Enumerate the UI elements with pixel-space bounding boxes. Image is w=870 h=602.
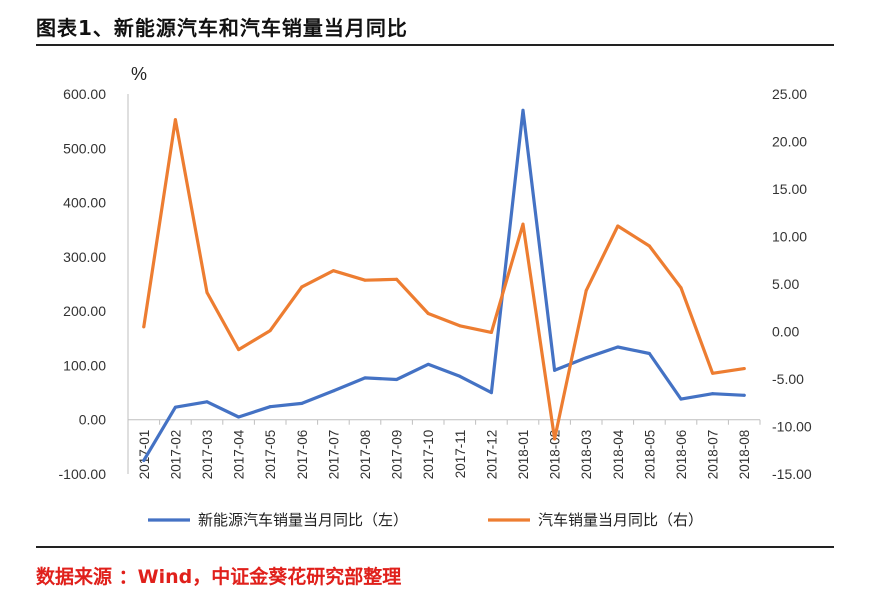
x-tick-label: 2017-12: [484, 430, 499, 480]
series-line-auto: [142, 118, 746, 441]
series-point: [521, 222, 525, 226]
left-tick-label: 100.00: [63, 357, 106, 373]
series-point: [142, 458, 146, 462]
series-layer: [142, 108, 746, 462]
x-tick-label: 2018-06: [674, 430, 689, 480]
series-point: [711, 371, 715, 375]
x-tick-label: 2017-07: [326, 430, 341, 480]
right-tick-label: -10.00: [772, 419, 812, 435]
series-point: [395, 378, 399, 382]
series-point: [616, 224, 620, 228]
source-divider: [36, 546, 834, 548]
series-point: [584, 289, 588, 293]
x-tick-label: 2018-07: [706, 430, 721, 480]
series-point: [363, 376, 367, 380]
x-tick-label: 2017-10: [421, 430, 436, 480]
left-tick-label: 0.00: [79, 412, 106, 428]
series-point: [300, 401, 304, 405]
series-point: [331, 269, 335, 273]
series-point: [711, 392, 715, 396]
right-y-axis: -15.00 -10.00 -5.00 0.00 5.00 10.00 15.00 20.00…: [772, 86, 812, 482]
series-point: [458, 374, 462, 378]
left-tick-label: 500.00: [63, 140, 106, 156]
x-tick-label: 2017-01: [137, 430, 152, 480]
x-axis: 2017-01 2017-02 2017-03 2017-04 2017-05 2017-…: [127, 419, 761, 480]
series-point: [742, 367, 746, 371]
series-point: [584, 356, 588, 360]
series-point: [489, 391, 493, 395]
right-tick-label: 25.00: [772, 86, 807, 102]
x-tick-label: 2017-03: [200, 430, 215, 480]
series-point: [521, 108, 525, 112]
right-tick-label: -15.00: [772, 466, 812, 482]
right-tick-label: -5.00: [772, 371, 804, 387]
left-tick-label: -100.00: [59, 466, 107, 482]
series-point: [458, 324, 462, 328]
series-point: [237, 348, 241, 352]
right-tick-label: 20.00: [772, 134, 807, 150]
right-tick-label: 15.00: [772, 181, 807, 197]
x-tick-label: 2018-01: [516, 430, 531, 480]
series-point: [142, 325, 146, 329]
chart-title: 图表1、新能源汽车和汽车销量当月同比: [36, 16, 408, 40]
x-tick-label: 2018-02: [548, 430, 563, 480]
series-point: [426, 362, 430, 366]
series-point: [205, 291, 209, 295]
series-point: [268, 405, 272, 409]
series-point: [173, 118, 177, 122]
x-tick-label: 2017-06: [295, 430, 310, 480]
left-tick-label: 200.00: [63, 303, 106, 319]
x-tick-label: 2018-05: [642, 430, 657, 480]
series-point: [553, 437, 557, 441]
left-tick-label: 600.00: [63, 86, 106, 102]
x-tick-label: 2017-11: [453, 430, 468, 479]
series-point: [395, 277, 399, 281]
x-tick-label: 2018-04: [611, 429, 626, 479]
x-tick-label: 2018-03: [579, 430, 594, 480]
series-point: [426, 311, 430, 315]
line-chart: % -100.00 0.00 100.00 200.00 300.00 400.00 500.…: [59, 64, 812, 529]
legend-label: 新能源汽车销量当月同比（左）: [198, 511, 408, 529]
left-tick-label: 400.00: [63, 195, 106, 211]
series-point: [331, 389, 335, 393]
series-point: [742, 393, 746, 397]
legend-label: 汽车销量当月同比（右）: [538, 511, 703, 529]
left-y-axis: % -100.00 0.00 100.00 200.00 300.00 400.00 500.…: [59, 64, 147, 482]
series-point: [205, 400, 209, 404]
right-tick-label: 0.00: [772, 324, 799, 340]
legend: 新能源汽车销量当月同比（左） 汽车销量当月同比（右）: [148, 511, 703, 529]
series-point: [616, 345, 620, 349]
series-point: [237, 415, 241, 419]
series-point: [553, 368, 557, 372]
series-point: [268, 329, 272, 333]
series-point: [300, 285, 304, 289]
x-tick-label: 2017-04: [232, 429, 247, 479]
unit-label: %: [131, 64, 147, 84]
left-tick-label: 300.00: [63, 249, 106, 265]
series-point: [679, 286, 683, 290]
x-tick-label: 2018-08: [737, 430, 752, 480]
series-point: [489, 330, 493, 334]
series-line-nev: [142, 108, 746, 462]
x-tick-label: 2017-08: [358, 430, 373, 480]
series-point: [647, 244, 651, 248]
x-tick-label: 2017-05: [263, 430, 278, 480]
series-point: [679, 397, 683, 401]
source-note: 数据来源 ：Wind，中证金葵花研究部整理: [36, 566, 402, 588]
title-divider: [36, 44, 834, 46]
series-point: [173, 405, 177, 409]
right-tick-label: 5.00: [772, 276, 799, 292]
x-tick-label: 2017-09: [390, 430, 405, 480]
series-point: [647, 351, 651, 355]
x-tick-label: 2017-02: [168, 430, 183, 480]
right-tick-label: 10.00: [772, 229, 807, 245]
series-point: [363, 278, 367, 282]
